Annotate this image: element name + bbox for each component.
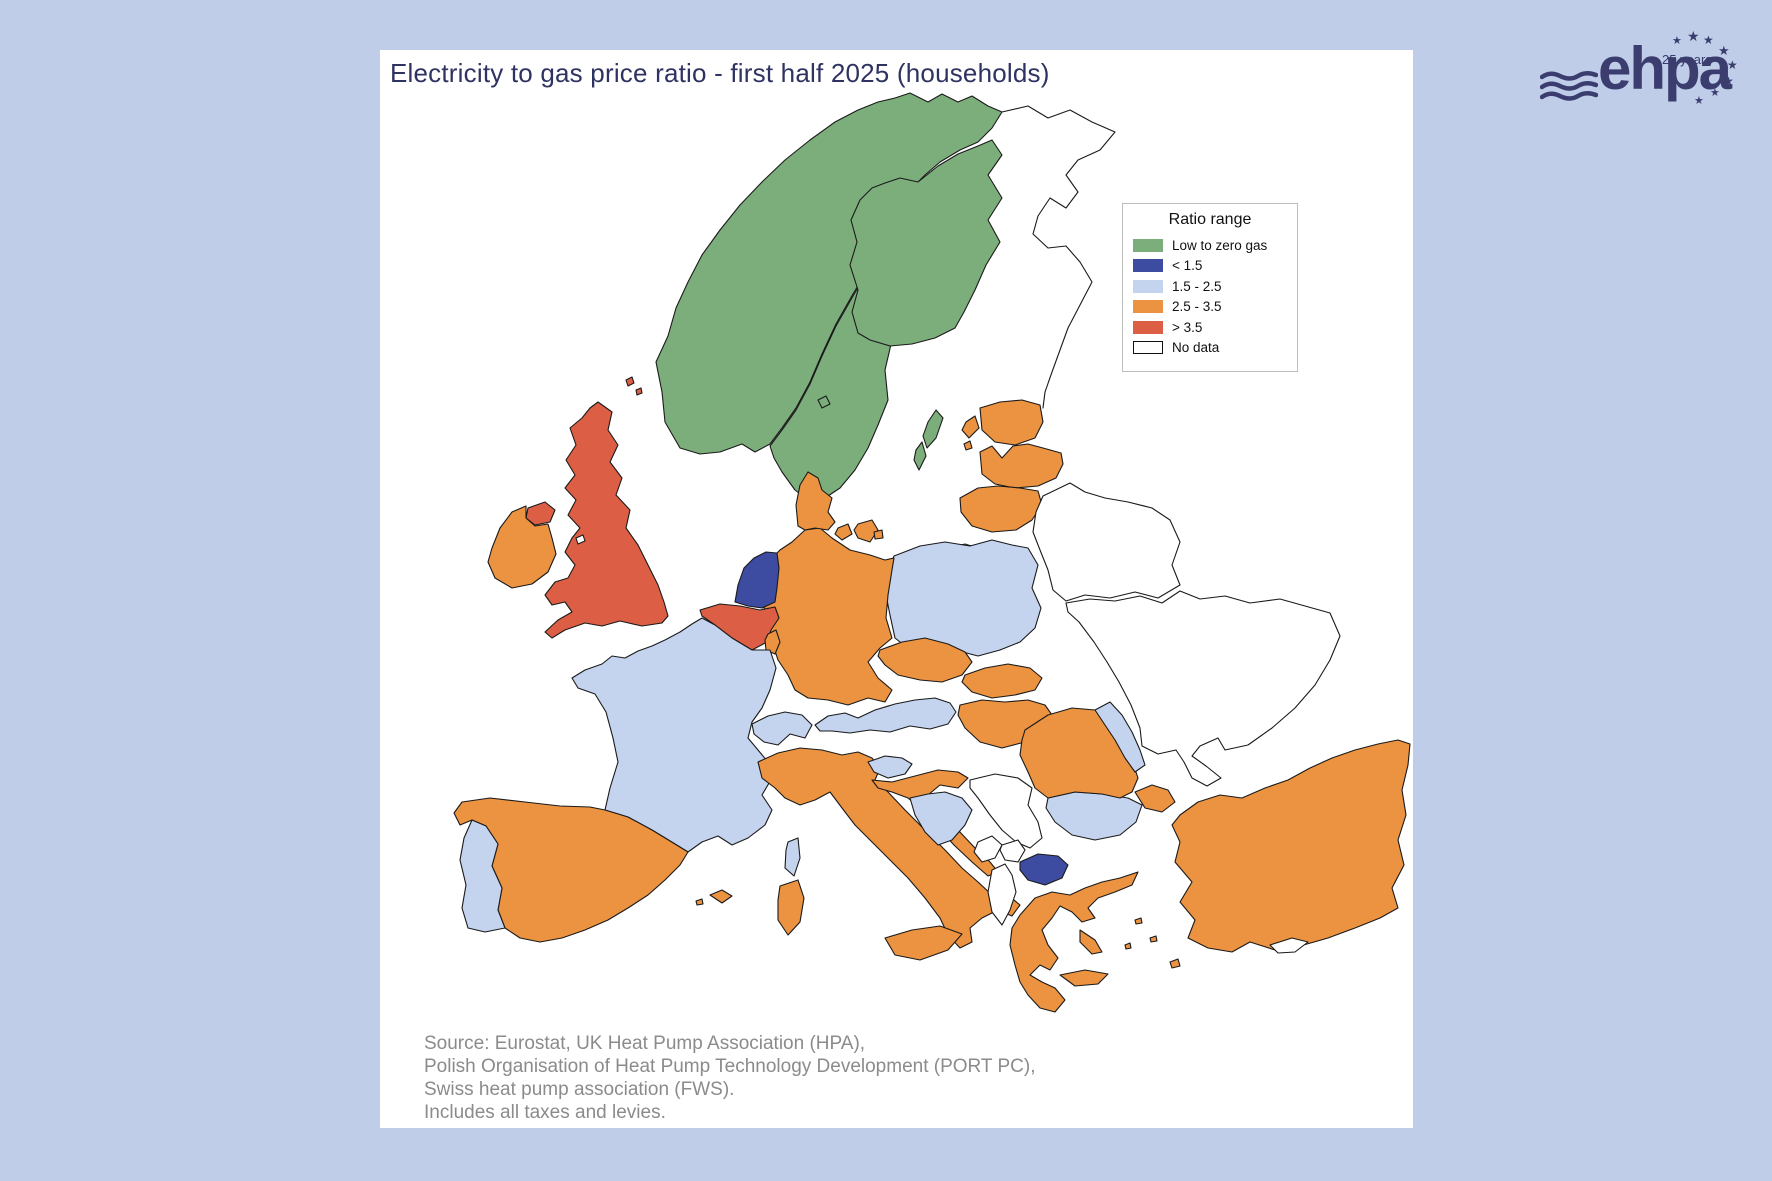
country-albania	[987, 863, 1017, 926]
star-icon: ★	[1694, 95, 1704, 107]
country-poland	[884, 539, 1042, 657]
country-bulgaria	[1045, 791, 1143, 841]
gotland-island	[922, 409, 944, 449]
country-finland	[849, 139, 1003, 347]
aegean-islands	[1124, 917, 1181, 969]
country-ukraine	[1065, 590, 1341, 787]
star-icon: ★	[1687, 28, 1700, 44]
country-austria	[814, 697, 957, 734]
oland-island	[913, 441, 927, 471]
country-slovenia	[867, 755, 913, 779]
source-line: Includes all taxes and levies.	[424, 1102, 666, 1123]
waves-icon	[1540, 71, 1598, 101]
country-united-kingdom	[544, 401, 669, 639]
estonia-islands	[961, 415, 980, 451]
country-belarus	[1032, 482, 1181, 602]
country-turkey	[1171, 739, 1411, 953]
country-moldova	[1094, 701, 1146, 773]
country-switzerland	[751, 711, 813, 746]
country-netherlands	[734, 551, 780, 609]
country-kosovo	[999, 839, 1026, 863]
shetland-islands	[625, 376, 643, 396]
star-icon: ★	[1703, 33, 1714, 47]
star-icon: ★	[1718, 43, 1730, 58]
star-icon: ★	[1723, 74, 1734, 88]
country-estonia	[979, 399, 1044, 446]
legend-item-2-5-3-5: 2.5 - 3.5	[1133, 297, 1287, 318]
source-note: Source: Eurostat, UK Heat Pump Associati…	[424, 1032, 1035, 1124]
source-line: Swiss heat pump association (FWS).	[424, 1079, 735, 1100]
turkey-thrace	[1134, 784, 1176, 813]
source-line: Source: Eurostat, UK Heat Pump Associati…	[424, 1033, 866, 1054]
corsica-island	[784, 837, 801, 877]
country-russia	[1001, 105, 1116, 409]
map-panel: Electricity to gas price ratio - first h…	[380, 50, 1413, 1128]
country-greece	[1009, 871, 1139, 1013]
legend: Ratio range Low to zero gas < 1.5 1.5 - …	[1122, 203, 1298, 372]
zealand-island	[853, 519, 879, 543]
country-portugal	[459, 819, 506, 933]
europe-choropleth-map	[453, 92, 1411, 1013]
sicily-island	[884, 925, 963, 961]
legend-item-gt-3-5: > 3.5	[1133, 317, 1287, 338]
country-lithuania	[959, 485, 1043, 533]
crete-island	[1059, 969, 1109, 987]
legend-swatch-dark-blue	[1133, 259, 1163, 273]
legend-item-no-data: No data	[1133, 338, 1287, 359]
sardinia-island	[777, 879, 805, 936]
country-north-macedonia	[1019, 853, 1069, 886]
funen-island	[834, 523, 853, 541]
country-serbia	[969, 773, 1043, 849]
legend-item-lt-1-5: < 1.5	[1133, 256, 1287, 277]
country-cyprus	[1269, 937, 1309, 954]
euboea-island	[1079, 929, 1103, 955]
country-denmark	[795, 471, 836, 531]
aland-islands	[817, 395, 831, 409]
country-latvia	[979, 443, 1064, 489]
legend-swatch-red	[1133, 320, 1163, 334]
legend-title: Ratio range	[1168, 211, 1252, 228]
country-germany	[761, 527, 895, 706]
legend-swatch-green	[1133, 238, 1163, 252]
bornholm-island	[873, 529, 884, 540]
star-icon: ★	[1710, 87, 1720, 99]
legend-swatch-no-data	[1133, 341, 1163, 355]
country-montenegro	[973, 835, 1003, 863]
star-icon: ★	[1672, 35, 1682, 47]
ehpa-wordmark: ehpa	[1598, 35, 1732, 102]
page-title: Electricity to gas price ratio - first h…	[390, 58, 1050, 88]
legend-item-low-to-zero-gas: Low to zero gas	[1133, 235, 1287, 256]
country-bosnia	[909, 791, 973, 846]
ehpa-25-years-label: 25 years	[1662, 52, 1712, 67]
country-luxembourg	[764, 629, 781, 655]
star-icon: ★	[1727, 58, 1738, 72]
country-isle-of-man	[575, 534, 586, 545]
country-czechia	[877, 637, 973, 683]
legend-swatch-light-blue	[1133, 279, 1163, 293]
country-slovakia	[961, 663, 1043, 699]
country-ireland	[487, 505, 557, 589]
legend-item-1-5-2-5: 1.5 - 2.5	[1133, 276, 1287, 297]
ehpa-logo: ehpa 25 years ★ ★ ★ ★ ★ ★ ★ ★	[1540, 26, 1770, 118]
source-line: Polish Organisation of Heat Pump Technol…	[424, 1056, 1036, 1077]
legend-swatch-orange	[1133, 300, 1163, 314]
balearic-islands	[695, 889, 733, 906]
